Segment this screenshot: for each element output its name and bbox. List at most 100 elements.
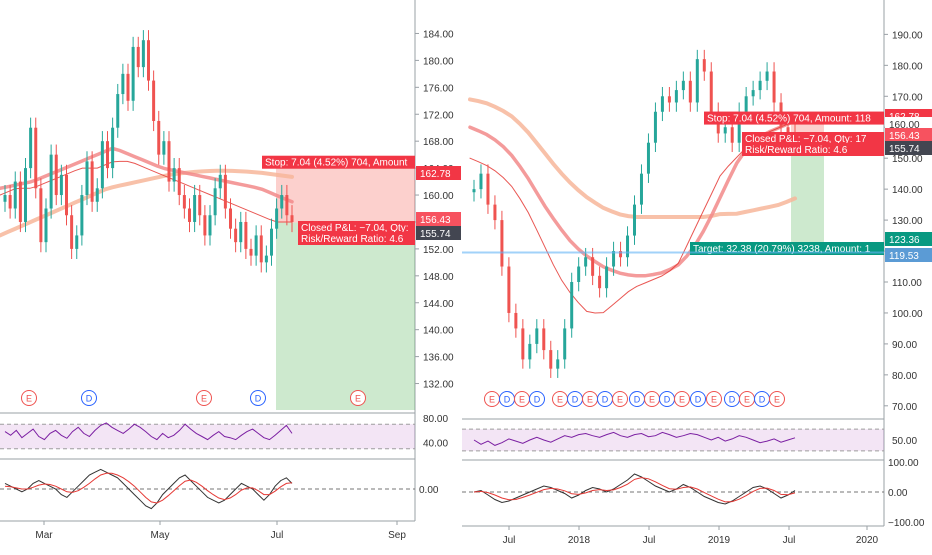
rsi-band bbox=[462, 429, 884, 451]
x-tick-label: Jul bbox=[783, 535, 796, 546]
candle-body bbox=[218, 174, 222, 189]
event-marker-icon bbox=[21, 390, 37, 406]
risk-reward-label-bg bbox=[742, 143, 884, 156]
candle-body bbox=[152, 80, 156, 121]
stop-zone bbox=[276, 162, 415, 223]
y-tick-label: 90.00 bbox=[892, 340, 917, 351]
candle-body bbox=[730, 127, 734, 143]
candle-body bbox=[70, 215, 74, 249]
macd-line bbox=[4, 468, 293, 510]
y-tick-label: 184.00 bbox=[423, 29, 454, 40]
y-tick-label: 160.00 bbox=[423, 191, 454, 202]
candle-body bbox=[44, 208, 48, 243]
candle-body bbox=[280, 195, 284, 209]
price-tag-bg bbox=[416, 226, 461, 240]
candle-body bbox=[549, 350, 553, 369]
y-tick-label: 148.00 bbox=[423, 272, 454, 283]
chart-pane-left[interactable]: 184.00180.00176.00172.00168.00164.00160.… bbox=[0, 0, 462, 550]
macd-tick-label: 0.00 bbox=[419, 485, 439, 496]
event-marker-label: D bbox=[534, 395, 541, 405]
candle-body bbox=[229, 208, 232, 229]
event-marker-label: D bbox=[664, 395, 671, 405]
candle-body bbox=[75, 235, 79, 249]
candle-body bbox=[737, 111, 741, 143]
candle-body bbox=[598, 275, 602, 289]
event-marker-label: E bbox=[355, 394, 361, 404]
candle-body bbox=[223, 174, 227, 209]
candle-body bbox=[198, 195, 202, 216]
closed-pnl-label: Closed P&L: −7.04, Qty: 17 bbox=[745, 134, 867, 145]
event-marker-label: E bbox=[744, 395, 750, 405]
candle-body bbox=[472, 189, 476, 193]
y-tick-label: 180.00 bbox=[892, 61, 923, 72]
candle-body bbox=[653, 111, 657, 143]
candle-body bbox=[563, 328, 567, 360]
y-tick-label: 140.00 bbox=[892, 185, 923, 196]
candle-body bbox=[535, 328, 539, 344]
candle-body bbox=[660, 96, 664, 112]
rsi-line bbox=[4, 422, 293, 441]
rsi-tick-label: 50.00 bbox=[892, 436, 917, 447]
candle-body bbox=[116, 94, 120, 128]
candle-body bbox=[507, 266, 511, 313]
x-tick-label: Jul bbox=[643, 535, 656, 546]
y-tick-label: 132.00 bbox=[423, 380, 454, 391]
price-tag: 156.43 bbox=[889, 131, 920, 142]
y-tick-label: 70.00 bbox=[892, 402, 917, 413]
sma-200-line bbox=[468, 97, 797, 219]
candle-body bbox=[259, 235, 263, 263]
macd-tick-label: 0.00 bbox=[888, 488, 908, 499]
x-tick-label: 2020 bbox=[856, 535, 879, 546]
candle-body bbox=[619, 251, 623, 258]
x-tick-label: Sep bbox=[388, 530, 406, 541]
candle-body bbox=[702, 59, 706, 72]
chart-right[interactable]: 190.00 180.00 170.00 160.00 150.00 140.00 130.… bbox=[462, 0, 932, 550]
rsi-tick-label: 40.00 bbox=[423, 439, 448, 450]
stop-label-bg bbox=[704, 111, 884, 125]
price-tag-bg bbox=[416, 166, 461, 180]
event-marker-label: D bbox=[572, 395, 579, 405]
event-marker-icon bbox=[690, 391, 706, 407]
candle-body bbox=[3, 195, 7, 202]
price-tag-bg bbox=[885, 117, 932, 131]
price-tag-bg bbox=[885, 141, 932, 155]
chart-left[interactable]: 184.00180.00176.00172.00168.00164.00160.… bbox=[0, 0, 462, 550]
x-tick-label: Jul bbox=[503, 535, 516, 546]
candle-body bbox=[254, 235, 258, 256]
closed-pnl-label: Closed P&L: −7.04, Qty: bbox=[301, 223, 409, 234]
y-tick-label: 170.00 bbox=[892, 92, 923, 103]
event-marker-label: D bbox=[634, 395, 641, 405]
candle-body bbox=[136, 46, 140, 68]
candle-body bbox=[646, 142, 650, 174]
x-tick-label: 2019 bbox=[708, 535, 731, 546]
candle-body bbox=[85, 161, 89, 196]
y-tick-label: 136.00 bbox=[423, 353, 454, 364]
candle-body bbox=[244, 221, 248, 249]
x-tick-label: Jul bbox=[271, 530, 284, 541]
candle-body bbox=[285, 195, 289, 216]
price-tag-bg bbox=[885, 232, 932, 246]
y-tick-label: 152.00 bbox=[423, 245, 454, 256]
candle-body bbox=[249, 248, 253, 256]
candle-body bbox=[49, 154, 53, 209]
chart-pane-right[interactable]: 190.00 180.00 170.00 160.00 150.00 140.00 130.… bbox=[462, 0, 932, 550]
candle-body bbox=[18, 181, 22, 222]
event-marker-label: E bbox=[557, 395, 563, 405]
candle-body bbox=[54, 154, 58, 196]
macd-signal-line bbox=[473, 477, 796, 503]
candle-body bbox=[591, 257, 595, 276]
price-tag: 119.53 bbox=[889, 251, 919, 262]
candle-body bbox=[239, 221, 243, 243]
stop-label: Stop: 7.04 (4.52%) 704, Amount bbox=[265, 158, 408, 169]
target-label: Target: 32.38 (20.79%) 3238, Amount: 1 bbox=[693, 244, 871, 255]
event-marker-label: E bbox=[774, 395, 780, 405]
stop-label-bg bbox=[262, 155, 415, 169]
price-tag-bg bbox=[416, 212, 461, 226]
candle-body bbox=[758, 80, 762, 91]
sma-50-line bbox=[468, 119, 797, 278]
candle-body bbox=[39, 188, 43, 243]
event-marker-label: D bbox=[602, 395, 609, 405]
closed-pnl-label-bg bbox=[298, 221, 415, 234]
candle-body bbox=[141, 40, 145, 68]
event-marker-icon bbox=[196, 390, 212, 406]
